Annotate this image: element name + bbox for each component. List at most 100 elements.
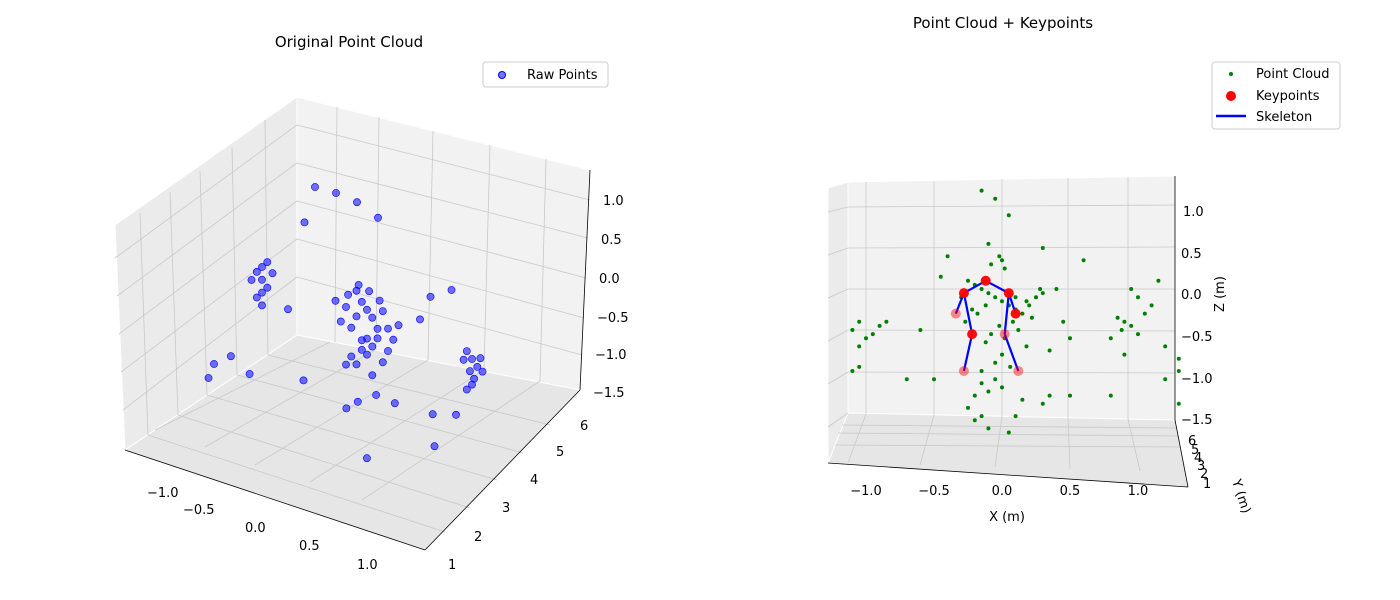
cloud-point: [857, 319, 862, 324]
cloud-point: [983, 303, 988, 308]
raw-point: [362, 454, 371, 463]
raw-point: [352, 312, 361, 321]
cloud-point: [1000, 258, 1004, 263]
cloud-point: [972, 418, 977, 423]
z-tick-label: −0.5: [1181, 330, 1213, 345]
raw-point: [390, 399, 399, 408]
raw-point: [473, 362, 482, 371]
raw-point: [226, 352, 235, 361]
cloud-point: [986, 291, 991, 296]
keypoint: [967, 329, 978, 340]
raw-point: [468, 355, 476, 363]
cloud-point: [1020, 311, 1025, 316]
z-tick-labels: 1.0 0.5 0.0 −0.5 −1.0 −1.5: [593, 194, 629, 401]
cloud-point: [1156, 278, 1161, 283]
cloud-point: [1122, 352, 1127, 357]
raw-point: [347, 323, 356, 332]
chart-original-point-cloud: Original Point Cloud: [114, 33, 629, 573]
skeleton-segment: [1003, 292, 1010, 335]
raw-point: [354, 281, 363, 289]
raw-point: [299, 376, 308, 385]
raw-point: [368, 313, 377, 322]
y-tick-labels: 6 5 4 3 2 1: [1188, 434, 1211, 492]
raw-point: [373, 334, 382, 343]
cloud-point: [1006, 213, 1011, 218]
x-tick-labels: −1.0 −0.5 0.0 0.5 1.0: [147, 486, 378, 573]
x-axis-label: X (m): [989, 510, 1025, 525]
z-tick-label: 0.5: [1181, 247, 1202, 262]
z-tick-label: −1.0: [595, 348, 627, 363]
legend-label-skeleton: Skeleton: [1256, 110, 1312, 125]
cloud-point: [864, 336, 868, 341]
z-tick-label: 0.0: [599, 272, 620, 287]
cloud-point: [1013, 295, 1018, 300]
raw-point: [372, 391, 380, 399]
cloud-point: [993, 295, 998, 300]
x-tick-label: 0.0: [245, 521, 266, 536]
cloud-point: [1163, 344, 1168, 349]
cloud-point: [1040, 401, 1045, 406]
raw-point: [252, 293, 261, 302]
legend-label-keypoints: Keypoints: [1256, 89, 1320, 104]
cloud-point: [1029, 315, 1034, 320]
raw-point: [300, 218, 309, 227]
raw-point: [428, 410, 437, 419]
z-tick-label: −1.5: [1181, 413, 1213, 428]
cloud-point: [1054, 287, 1059, 291]
chart-title: Point Cloud + Keypoints: [913, 14, 1093, 32]
chart-point-cloud-keypoints: Point Cloud + Keypoints: [827, 14, 1341, 525]
point-cloud-series: [850, 188, 1181, 435]
cloud-point: [1176, 356, 1181, 361]
cloud-point: [1013, 414, 1018, 419]
cloud-point: [1047, 348, 1052, 353]
cloud-point: [1068, 393, 1072, 398]
cloud-point: [1038, 287, 1043, 291]
floor-pane: [827, 412, 1189, 488]
x-tick-label: −1.0: [147, 486, 179, 501]
z-tick-label: −1.5: [593, 386, 625, 401]
raw-point: [378, 358, 387, 367]
y-tick-label: 3: [1197, 459, 1205, 474]
cloud-point: [1024, 299, 1029, 304]
cloud-point: [1000, 352, 1004, 357]
cloud-point: [1068, 336, 1072, 341]
cloud-point: [932, 377, 936, 382]
z-tick-label: 1.0: [603, 194, 624, 209]
raw-point: [258, 288, 266, 297]
y-tick-label: 5: [556, 445, 564, 460]
keypoint: [1003, 288, 1014, 299]
raw-point: [462, 385, 471, 394]
x-tick-label: 0.5: [299, 539, 320, 554]
cloud-point: [1122, 319, 1127, 324]
x-tick-label: 1.0: [1128, 484, 1149, 499]
raw-point: [331, 296, 340, 305]
cloud-point: [945, 254, 950, 259]
cloud-point: [1129, 323, 1134, 328]
z-tick-label: 1.0: [1183, 205, 1204, 220]
cloud-point: [1047, 393, 1052, 398]
cloud-point: [1136, 295, 1140, 300]
cloud-point: [979, 414, 984, 419]
cloud-point: [870, 332, 875, 337]
raw-point: [352, 360, 361, 369]
raw-point: [332, 189, 340, 197]
cloud-point: [989, 332, 994, 337]
keypoint: [950, 308, 961, 319]
keypoint: [958, 288, 969, 299]
axes: [827, 176, 1189, 488]
raw-point: [311, 183, 319, 191]
cloud-point: [1136, 332, 1140, 337]
cloud-point: [989, 262, 994, 267]
raw-point: [459, 355, 468, 364]
legend: Point Cloud Keypoints Skeleton: [1211, 61, 1341, 130]
chart-title: Original Point Cloud: [275, 33, 423, 51]
raw-point: [245, 370, 254, 378]
skeleton-segment: [1003, 333, 1020, 372]
z-tick-label: −0.5: [597, 311, 629, 326]
cloud-point: [993, 360, 998, 365]
cloud-point: [970, 307, 975, 312]
raw-point: [426, 292, 435, 301]
x-tick-label: 0.0: [992, 484, 1013, 499]
raw-point: [363, 305, 371, 314]
